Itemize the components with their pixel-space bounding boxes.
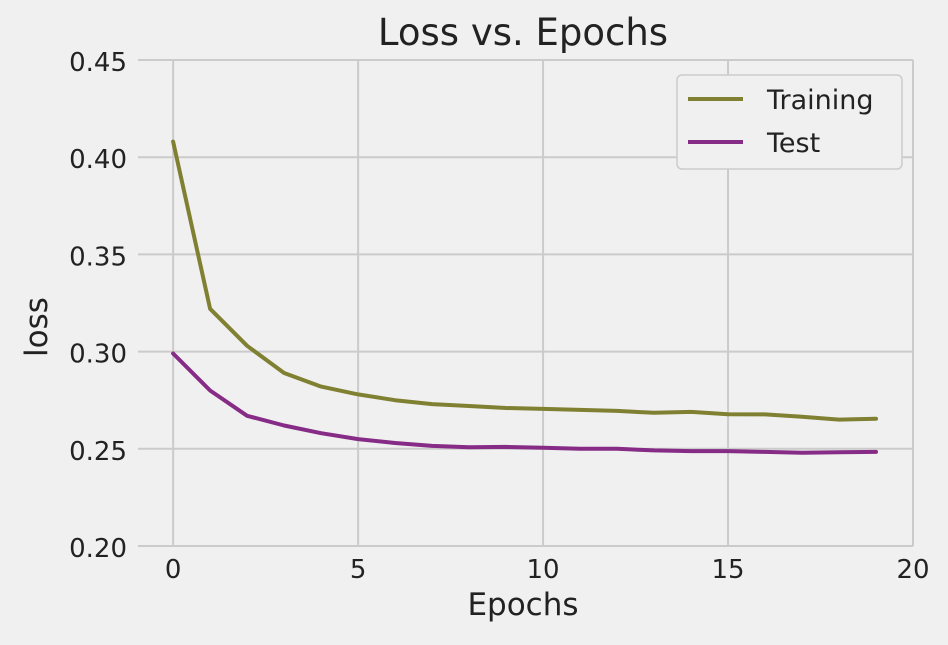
x-tick-label: 5: [350, 555, 367, 585]
y-axis-label: loss: [19, 297, 55, 357]
x-tick-label: 0: [165, 555, 182, 585]
legend-label-test: Test: [766, 128, 820, 159]
y-tick-label: 0.20: [69, 534, 127, 564]
y-tick-label: 0.25: [69, 437, 127, 467]
x-tick-label: 20: [896, 555, 929, 585]
x-tick-label: 10: [527, 555, 560, 585]
tick-labels: 0.20 0.25 0.30 0.35 0.40 0.45 0 5 10 15 20: [69, 48, 929, 585]
y-tick-label: 0.45: [69, 48, 127, 78]
legend-label-training: Training: [766, 85, 874, 116]
series-lines: [171, 139, 878, 455]
legend: Training Test: [676, 74, 903, 170]
x-tick-label: 15: [711, 555, 744, 585]
y-tick-label: 0.30: [69, 340, 127, 370]
y-tick-label: 0.35: [69, 242, 127, 272]
y-tick-label: 0.40: [69, 145, 127, 175]
series-line-training: [171, 139, 878, 422]
x-axis-label: Epochs: [467, 587, 578, 623]
series-line-test: [171, 351, 878, 455]
chart-title: Loss vs. Epochs: [378, 11, 668, 54]
